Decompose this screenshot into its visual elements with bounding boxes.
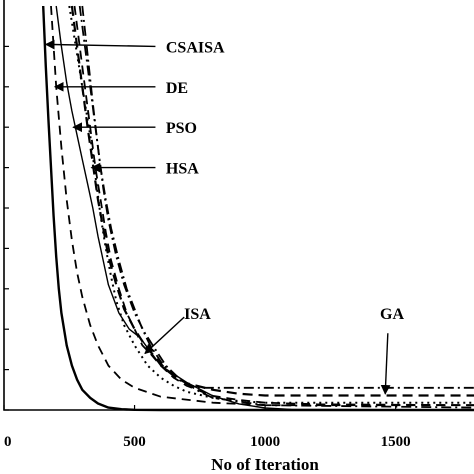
axes: 0 500 1000 1500 [3,0,474,450]
x-axis-label: No of Iteration [211,455,319,474]
x-tick-label: 1000 [250,434,280,450]
annotation-layer: CSAISA DE PSO HSA ISA GA [44,39,404,395]
series-line-pso [55,5,474,411]
axis-frame [3,0,474,411]
annotation-arrow-csaisa [44,39,156,50]
annotation-arrow-isa [144,316,185,355]
series-line-ga [78,5,474,389]
annotation-label-csaisa: CSAISA [166,39,225,56]
annotation-label-pso: PSO [166,120,197,137]
annotation-label-isa: ISA [184,306,211,323]
series-line-unlabeled-4 [68,5,474,404]
series-line-csaisa [42,5,474,412]
annotation-label-de: DE [166,80,188,97]
annotation-arrow-ga [380,333,391,395]
series-line-hsa [73,5,474,407]
annotation-label-hsa: HSA [166,161,199,178]
x-tick-label: 0 [4,434,12,450]
x-tick-label: 500 [123,434,146,450]
series-line-de [50,5,474,407]
series-line-unlabeled-7 [81,5,474,409]
series-line-isa [70,5,474,397]
annotation-label-ga: GA [380,306,404,323]
x-tick-label: 1500 [381,434,411,450]
series-layer [42,5,474,412]
